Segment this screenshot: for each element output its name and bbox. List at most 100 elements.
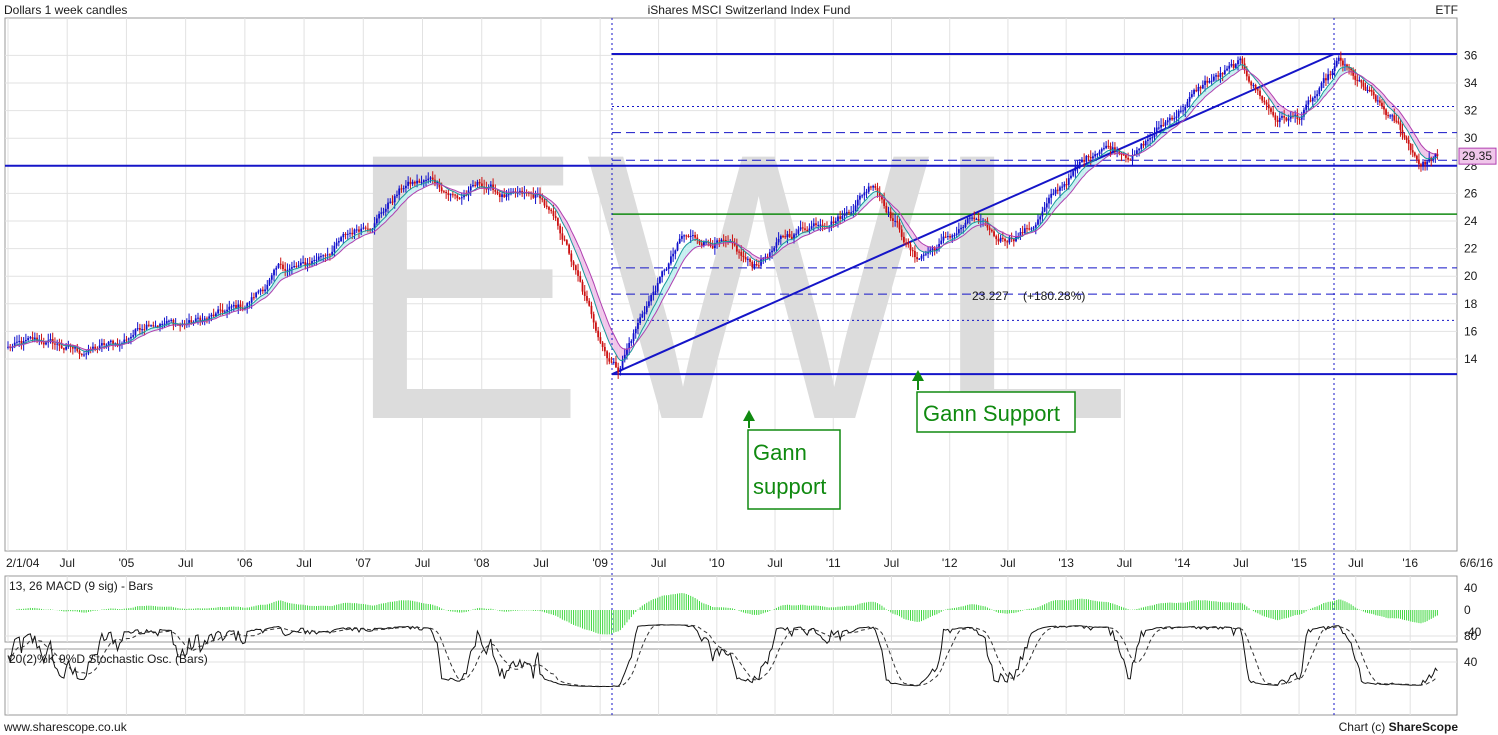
candle-body — [393, 196, 396, 203]
candle-body — [1048, 197, 1050, 204]
candle-body — [1387, 115, 1389, 117]
candle-body — [1133, 154, 1136, 156]
candle-body — [861, 195, 864, 197]
macd-title: 13, 26 MACD (9 sig) - Bars — [9, 579, 153, 593]
ma-cloud-segment — [613, 334, 616, 355]
candle-body — [645, 306, 648, 313]
candle-body — [951, 235, 954, 238]
candle-body — [136, 328, 139, 330]
candle-body — [848, 211, 850, 213]
candle-body — [1175, 116, 1178, 119]
candle-body — [678, 238, 681, 244]
candle-body — [1094, 154, 1097, 157]
candle-body — [960, 227, 962, 230]
candle-body — [56, 343, 59, 345]
candle-body — [349, 232, 351, 234]
candle-body — [340, 237, 342, 242]
candle-body — [543, 199, 546, 206]
ma-cloud-segment — [1344, 66, 1348, 74]
candle-body — [1413, 152, 1416, 156]
candle-body — [1136, 150, 1138, 155]
candle-body — [45, 342, 47, 345]
candle-body — [815, 223, 817, 226]
candle-body — [1389, 115, 1392, 117]
candle-body — [832, 221, 835, 224]
gann-support-1-line-2: support — [753, 474, 826, 499]
candle-body — [418, 180, 421, 183]
candle-body — [1164, 122, 1167, 126]
candle-body — [1193, 89, 1195, 95]
candle-body — [1356, 79, 1359, 81]
candle-body — [277, 263, 280, 268]
candle-body — [779, 235, 782, 239]
candle-body — [1405, 137, 1408, 140]
ma-cloud-segment — [1425, 149, 1428, 159]
candle-body — [1179, 110, 1182, 112]
candle-body — [1037, 219, 1039, 225]
ma-cloud-segment — [551, 200, 554, 207]
candle-body — [409, 181, 412, 184]
candle-body — [152, 325, 155, 327]
y-tick-label: 32 — [1464, 104, 1478, 118]
candle-body — [505, 194, 508, 198]
ma-cloud-segment — [615, 338, 619, 359]
candle-body — [413, 181, 416, 184]
candle-body — [1204, 80, 1206, 85]
footer-site-link[interactable]: www.sharescope.co.uk — [4, 720, 127, 734]
candle-body — [1195, 89, 1198, 92]
candle-body — [1012, 239, 1015, 242]
candle-body — [563, 239, 566, 241]
candle-body — [900, 229, 903, 237]
stochastic-d-line — [7, 624, 1438, 687]
candle-body — [962, 227, 965, 229]
ma-cloud-segment — [408, 189, 411, 198]
ma-cloud-segment — [1319, 95, 1322, 103]
candle-body — [436, 182, 439, 184]
candle-body — [667, 263, 670, 269]
candle-body — [1415, 155, 1418, 160]
candle-body — [804, 228, 806, 230]
candle-body — [1289, 115, 1292, 119]
candle-body — [358, 229, 360, 232]
ma-cloud-segment — [1209, 85, 1212, 94]
candle-body — [1329, 74, 1332, 76]
candle-body — [362, 227, 365, 229]
candle-body — [232, 304, 235, 307]
candle-body — [217, 309, 220, 314]
candle-body — [18, 340, 21, 342]
candle-body — [507, 194, 510, 196]
gann-support-box-1 — [747, 429, 841, 510]
candle-body — [130, 336, 132, 339]
candle-body — [753, 264, 756, 268]
candle-body — [1067, 178, 1070, 185]
candle-body — [141, 329, 144, 331]
candle-body — [1381, 102, 1383, 107]
candle-body — [92, 346, 94, 349]
y-tick-label: 36 — [1464, 48, 1478, 62]
candle-body — [1052, 193, 1055, 195]
candle-body — [1072, 171, 1075, 176]
candle-body — [933, 248, 936, 251]
candle-body — [54, 343, 56, 345]
ma-cloud-segment — [686, 243, 689, 257]
ma-cloud-segment — [684, 244, 687, 260]
candle-body — [429, 177, 432, 179]
stochastic-panel — [4, 648, 1458, 716]
candle-body — [1376, 100, 1379, 102]
candle-body — [971, 217, 973, 219]
candle-body — [661, 271, 664, 278]
candle-body — [49, 339, 52, 341]
candle-body — [740, 251, 743, 256]
candle-body — [1316, 94, 1319, 97]
candle-body — [1364, 86, 1367, 91]
candle-body — [801, 227, 804, 229]
candle-body — [876, 187, 879, 192]
candle-body — [1083, 159, 1086, 162]
candle-body — [60, 345, 63, 349]
candle-body — [557, 218, 559, 226]
candle-body — [1212, 76, 1215, 81]
candle-body — [284, 269, 287, 271]
candle-body — [1403, 135, 1406, 138]
candle-body — [481, 183, 483, 187]
candle-body — [568, 244, 570, 254]
